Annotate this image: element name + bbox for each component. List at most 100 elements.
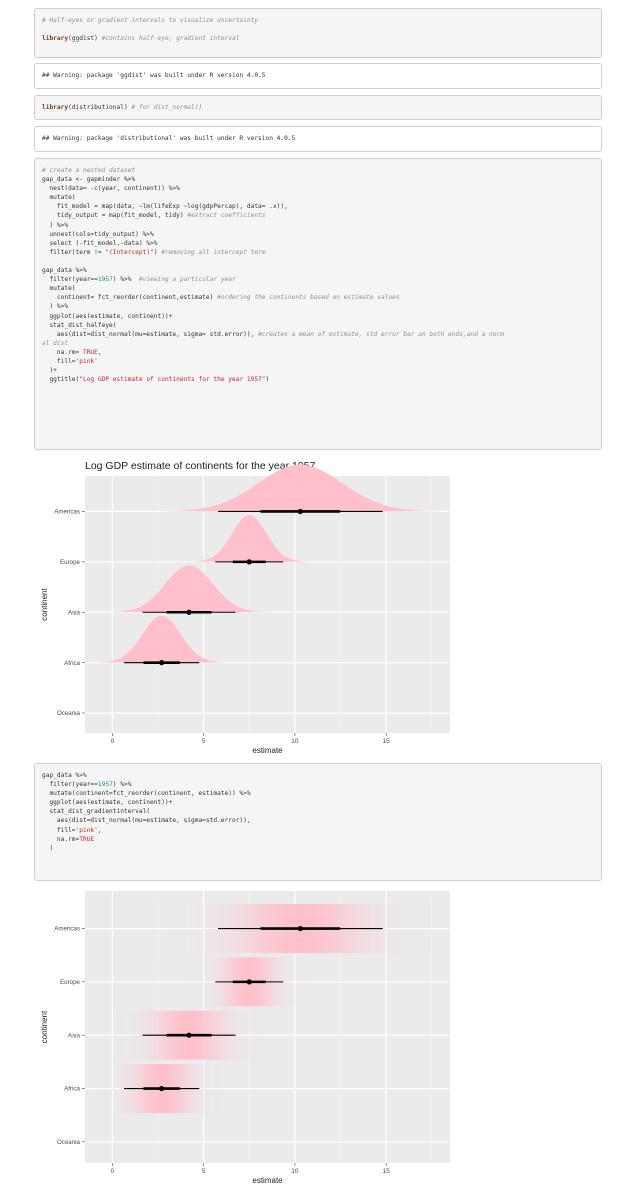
code-token: na.rm= [42,348,83,356]
code-token: aes(dist=dist_normal(mu=estimate, sigma=… [42,330,259,338]
x-tick-label: 0 [111,738,115,745]
code-token: ggplot(aes(estimate, continent))+ [42,799,173,807]
code-comment: #viewing a particular year [138,276,236,284]
y-axis-label: continent [40,1010,49,1043]
code-text: gap_data %>% filter(year==1957) %>% muta… [35,764,601,853]
y-tick-label: Americas [54,509,80,516]
code-token: ggplot(aes(estimate, continent))+ [42,312,173,320]
code-string: TRUE [79,835,95,843]
point-estimate [297,508,303,515]
code-token: (ggdist) [68,35,102,43]
code-token: )+ [42,367,57,375]
code-token: fill= [42,826,76,834]
x-tick-label: 15 [383,738,391,745]
code-token: select (-fit_model,-data) %>% [42,239,158,247]
x-tick-label: 10 [291,738,299,745]
code-chunk-gradientinterval: gap_data %>% filter(year==1957) %>% muta… [34,763,602,881]
code-token: ggtitle( [42,376,80,384]
code-chunk-ggdist: # Half-eyes or gradient intervals to vis… [34,8,602,58]
code-string: "Log GDP estimate of continents for the … [79,376,266,384]
code-string: 'pink' [75,826,98,834]
code-token: gap_data %>% [42,267,87,275]
code-token: unnest(cols=tidy_output) %>% [42,230,154,238]
code-token: stat_dist_halfeye( [42,321,117,329]
code-number: 1957 [97,276,113,284]
code-token: , [97,348,102,356]
plot-panel [85,476,450,733]
x-tick-label: 5 [202,1168,206,1175]
code-chunk-distributional: library(distributional) # for dist_norma… [34,95,602,120]
code-comment: #extract coefficients [187,212,266,220]
code-comment: # Half-eyes or gradient intervals to vis… [42,17,259,24]
x-tick-label: 10 [291,1168,299,1175]
point-estimate [246,979,252,985]
code-token: nest(data= -c(year, continent)) %>% [42,185,180,193]
code-token: aes(dist=dist_normal(mu=estimate, sigma=… [42,817,251,825]
x-tick-label: 5 [202,738,206,745]
y-tick-label: Oceania [57,710,81,717]
code-token: ) %>% [112,276,139,284]
density-slab [153,464,448,512]
density-slab [188,515,310,562]
density-slab [105,565,273,613]
code-comment: #ordering the continents based on estima… [217,294,400,302]
code-string: TRUE [82,348,98,356]
code-comment: #creates a mean of estimate, std error b… [258,330,504,338]
code-chunk-halfeye: # create a nested dataset gap_data <- ga… [34,158,602,450]
chart-title: Log GDP estimate of continents for the y… [85,460,316,472]
code-comment: al dist [42,339,69,347]
density-slab [94,615,229,663]
x-axis-label: estimate [252,746,283,755]
code-token: continent= fct_reorder(continent,estimat… [42,294,218,302]
code-token: fit_model = map(data, ~lm(lifeExp ~log(g… [42,203,288,211]
point-estimate [246,559,252,565]
code-token: ) [153,248,162,256]
x-axis-label: estimate [252,1176,283,1185]
code-comment: #contains half-eye, gradient interval [101,35,240,43]
code-number: 1957 [97,781,113,789]
halfeye-chart: Log GDP estimate of continents for the y… [40,460,450,755]
code-token: ) %>% [112,781,132,789]
code-text: # Half-eyes or gradient intervals to vis… [35,9,601,43]
code-token: ) [265,376,270,384]
point-estimate [297,925,303,932]
gradientinterval-plot: 0 5 10 15 Americas Europe Asia Africa Oceania est… [34,887,464,1185]
code-token: mutate( [42,194,76,202]
gradientinterval-chart: 0 5 10 15 Americas Europe Asia Africa Oceania est… [40,891,464,1185]
code-keyword: library [42,104,69,111]
y-tick-label: Americas [54,926,80,933]
y-tick-label: Oceania [57,1139,81,1146]
code-string: 'pink' [75,357,98,365]
code-token: filter(term != [42,248,106,256]
output-chunk-ggdist-warning: ## Warning: package 'ggdist' was built u… [34,63,602,89]
code-token: tidy_output = map(fit_model, tidy) [42,212,188,220]
y-tick-label: Europe [60,559,81,566]
code-token: filter(year== [42,276,98,284]
y-tick-label: Africa [64,660,80,667]
code-string: "(Intercept)" [105,248,154,256]
code-token: mutate( [42,285,76,293]
code-token: , [97,826,102,834]
code-keyword: library [42,35,69,43]
code-comment: # for dist_normal() [131,104,203,111]
code-text: # create a nested dataset gap_data <- ga… [35,159,601,384]
output-text: ## Warning: package 'distributional' was… [35,127,601,143]
code-token: ## Warning: package 'ggdist' was built u… [42,72,266,79]
code-token: ) [42,844,54,852]
code-token: ) %>% [42,303,69,311]
x-tick-label: 0 [111,1168,115,1175]
y-tick-label: Asia [68,609,81,616]
halfeye-plot: Log GDP estimate of continents for the y… [34,455,464,755]
code-token: ## Warning: package 'distributional' was… [42,135,296,142]
code-token: gap_data <- gapminder %>% [42,176,136,184]
point-estimate [159,1085,165,1092]
code-token: fill= [42,357,76,365]
code-token: gap_data %>% [42,772,87,779]
output-text: ## Warning: package 'ggdist' was built u… [35,64,601,80]
code-token: mutate(continent=fct_reorder(continent, … [42,790,251,798]
y-tick-label: Asia [68,1032,81,1039]
output-chunk-distributional-warning: ## Warning: package 'distributional' was… [34,126,602,152]
code-token: stat_dist_gradientinterval( [42,808,151,816]
code-token: na.rm= [42,835,80,843]
code-token: ) %>% [42,221,69,229]
